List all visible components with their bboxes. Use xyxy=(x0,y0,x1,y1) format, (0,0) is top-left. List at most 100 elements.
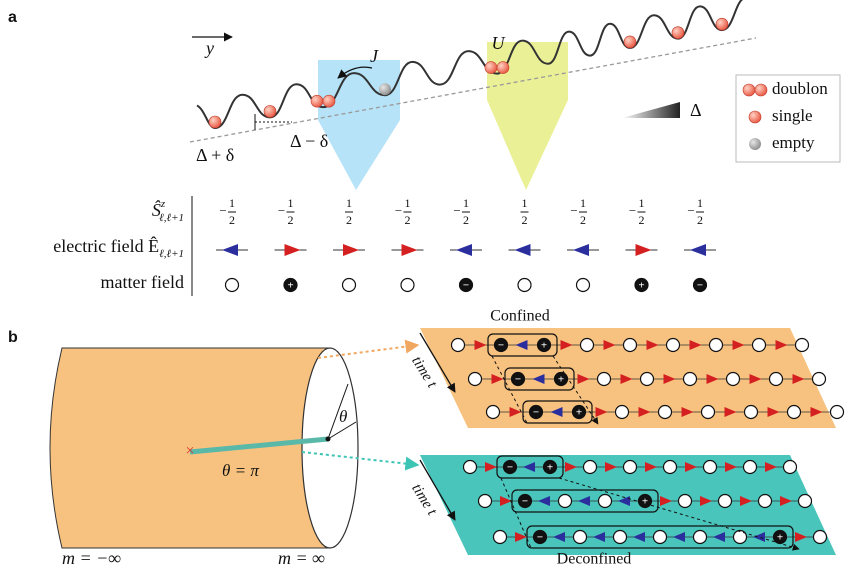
field-arrow xyxy=(515,244,531,256)
site xyxy=(831,406,844,419)
site xyxy=(598,373,611,386)
confined-title: Confined xyxy=(490,308,550,325)
single xyxy=(672,27,684,39)
matter-site xyxy=(401,279,414,292)
site xyxy=(784,461,797,474)
interaction-label: U xyxy=(492,33,506,53)
spin-den: 2 xyxy=(463,213,469,227)
site xyxy=(694,531,707,544)
theta-pi-label: θ = π xyxy=(222,461,259,480)
field-row-label: electric field Êℓ,ℓ+1 xyxy=(53,235,184,259)
spin-num: 1 xyxy=(288,196,294,210)
spin-num: 1 xyxy=(405,196,411,210)
legend-swatch xyxy=(749,111,761,123)
site xyxy=(710,339,723,352)
site-charge: − xyxy=(537,532,543,544)
single xyxy=(624,36,636,48)
site xyxy=(753,339,766,352)
doublon xyxy=(485,62,497,74)
site xyxy=(614,531,627,544)
origin-mark: × xyxy=(185,443,194,460)
site xyxy=(654,531,667,544)
spin-den: 2 xyxy=(580,213,586,227)
legend-swatch xyxy=(755,84,767,96)
site-charge: + xyxy=(541,340,547,352)
site xyxy=(799,495,812,508)
field-sub: ℓ,ℓ+1 xyxy=(159,248,184,260)
site-charge: + xyxy=(642,496,648,508)
site xyxy=(704,461,717,474)
spin-den: 2 xyxy=(697,213,703,227)
site-charge: + xyxy=(777,532,783,544)
offset-plus-label: Δ + δ xyxy=(196,145,234,165)
cylinder-end xyxy=(302,348,358,548)
blue-region xyxy=(318,60,400,190)
site xyxy=(464,461,477,474)
single xyxy=(209,116,221,128)
legend-label: doublon xyxy=(772,79,828,98)
site-charge: + xyxy=(558,374,564,386)
site xyxy=(641,373,654,386)
offset-minus-label: Δ − δ xyxy=(290,131,328,151)
site xyxy=(452,339,465,352)
site-charge: − xyxy=(515,374,521,386)
spin-num: 1 xyxy=(580,196,586,210)
spin-num: 1 xyxy=(522,196,528,210)
direction-label: y xyxy=(204,38,214,58)
tilt-wedge xyxy=(622,102,680,118)
site xyxy=(770,373,783,386)
site xyxy=(813,373,826,386)
site xyxy=(479,495,492,508)
site xyxy=(702,406,715,419)
matter-site xyxy=(343,279,356,292)
field-arrow xyxy=(456,244,472,256)
site xyxy=(744,461,757,474)
site xyxy=(679,495,692,508)
legend-label: empty xyxy=(772,133,815,152)
site xyxy=(624,339,637,352)
doublon xyxy=(497,62,509,74)
site xyxy=(616,406,629,419)
matter-charge: + xyxy=(638,280,644,292)
field-arrow xyxy=(343,244,359,256)
spin-sup: z xyxy=(160,198,166,210)
legend-swatch xyxy=(743,84,755,96)
spin-sign: − xyxy=(453,203,460,218)
spin-sub: ℓ,ℓ+1 xyxy=(159,212,184,224)
m-left-label: m = −∞ xyxy=(62,548,121,568)
site-charge: − xyxy=(533,407,539,419)
matter-site xyxy=(577,279,590,292)
site xyxy=(788,406,801,419)
site xyxy=(599,495,612,508)
spin-sign: − xyxy=(629,203,636,218)
site xyxy=(664,461,677,474)
matter-charge: − xyxy=(697,280,703,292)
tilt-label: Δ xyxy=(690,100,702,120)
site-charge: + xyxy=(576,407,582,419)
spin-num: 1 xyxy=(697,196,703,210)
site xyxy=(727,373,740,386)
site xyxy=(667,339,680,352)
m-right-label: m = ∞ xyxy=(278,548,325,568)
matter-charge: − xyxy=(463,280,469,292)
theta-label: θ xyxy=(339,407,347,426)
single xyxy=(264,105,276,117)
doublon xyxy=(323,95,335,107)
field-arrow xyxy=(690,244,706,256)
site-charge: − xyxy=(522,496,528,508)
spin-sign: − xyxy=(219,203,226,218)
panel-label: a xyxy=(8,9,17,26)
center-dot xyxy=(326,437,331,442)
field-text: electric field Ê xyxy=(53,235,159,256)
site xyxy=(559,495,572,508)
deconfined-title: Deconfined xyxy=(557,551,632,568)
site xyxy=(759,495,772,508)
matter-site xyxy=(226,279,239,292)
matter-row-label: matter field xyxy=(101,272,184,292)
spin-num: 1 xyxy=(463,196,469,210)
site xyxy=(469,373,482,386)
matter-site xyxy=(518,279,531,292)
empty-site xyxy=(379,83,391,95)
site xyxy=(796,339,809,352)
